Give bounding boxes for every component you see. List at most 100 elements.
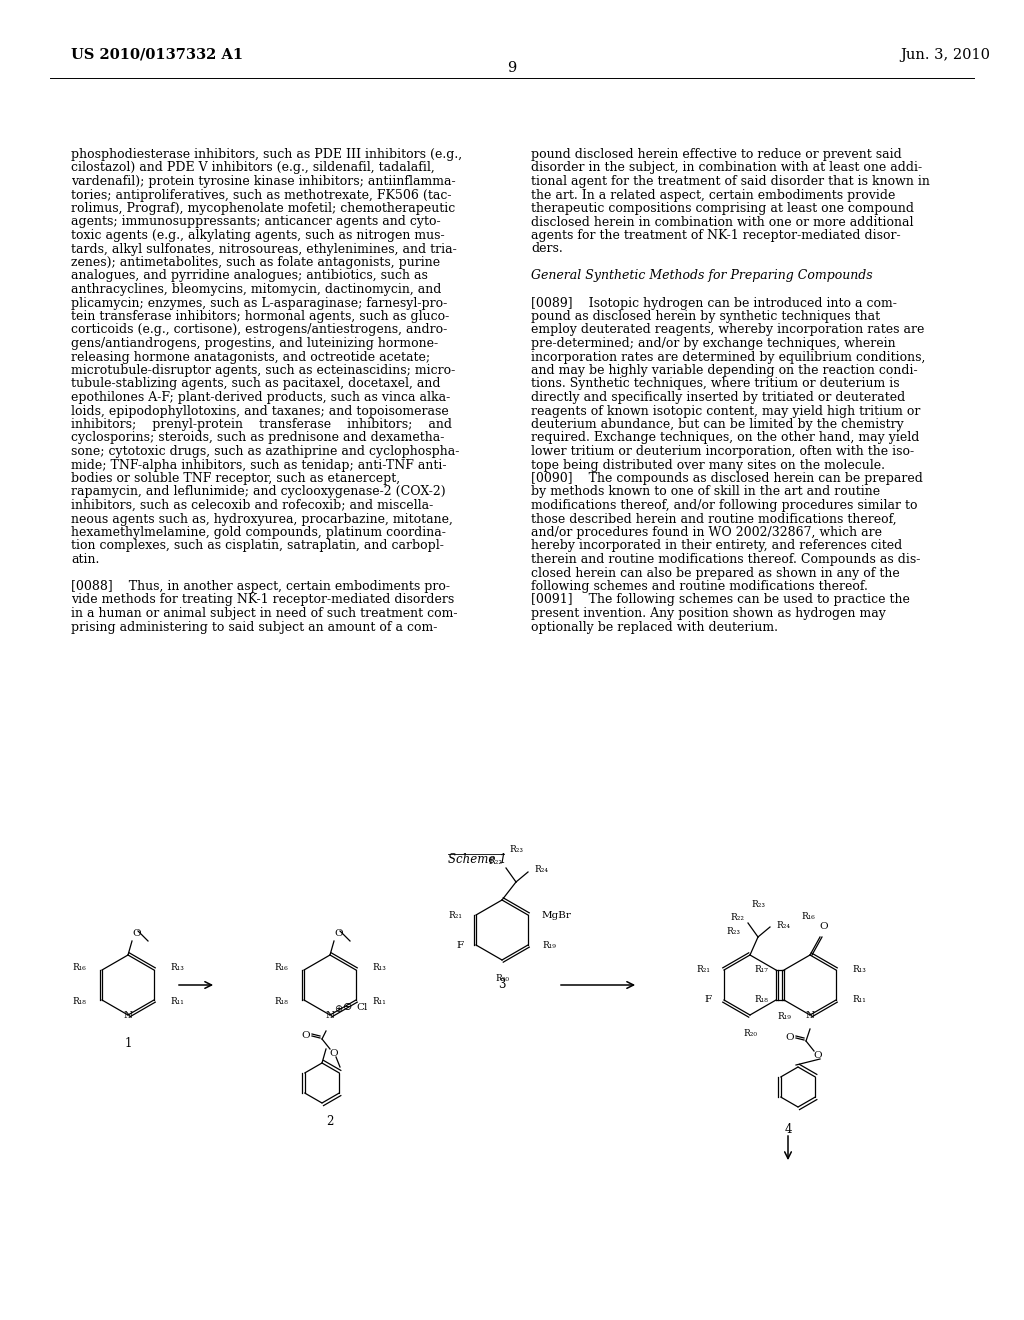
Text: O: O — [132, 928, 140, 937]
Text: R₁₃: R₁₃ — [170, 964, 184, 973]
Text: therein and routine modifications thereof. Compounds as dis-: therein and routine modifications thereo… — [531, 553, 921, 566]
Text: R₁₆: R₁₆ — [801, 912, 815, 921]
Text: 1: 1 — [124, 1038, 132, 1049]
Text: tional agent for the treatment of said disorder that is known in: tional agent for the treatment of said d… — [531, 176, 930, 187]
Text: O: O — [819, 921, 828, 931]
Text: R₁₁: R₁₁ — [852, 995, 865, 1005]
Text: hereby incorporated in their entirety, and references cited: hereby incorporated in their entirety, a… — [531, 540, 902, 553]
Text: tards, alkyl sulfonates, nitrosoureas, ethylenimines, and tria-: tards, alkyl sulfonates, nitrosoureas, e… — [71, 243, 457, 256]
Text: R₁₉: R₁₉ — [777, 1012, 791, 1020]
Text: phosphodiesterase inhibitors, such as PDE III inhibitors (e.g.,: phosphodiesterase inhibitors, such as PD… — [71, 148, 462, 161]
Text: [0089]    Isotopic hydrogen can be introduced into a com-: [0089] Isotopic hydrogen can be introduc… — [531, 297, 897, 309]
Text: Cl: Cl — [356, 1002, 368, 1011]
Text: agents; immunosuppressants; anticancer agents and cyto-: agents; immunosuppressants; anticancer a… — [71, 215, 440, 228]
Text: tope being distributed over many sites on the molecule.: tope being distributed over many sites o… — [531, 458, 885, 471]
Text: R₂₁: R₂₁ — [696, 965, 710, 974]
Text: bodies or soluble TNF receptor, such as etanercept,: bodies or soluble TNF receptor, such as … — [71, 473, 400, 484]
Text: R₁₆: R₁₆ — [73, 964, 86, 973]
Text: tions. Synthetic techniques, where tritium or deuterium is: tions. Synthetic techniques, where triti… — [531, 378, 900, 391]
Text: vardenafil); protein tyrosine kinase inhibitors; antiinflamma-: vardenafil); protein tyrosine kinase inh… — [71, 176, 456, 187]
Text: 4: 4 — [784, 1123, 792, 1137]
Text: neous agents such as, hydroxyurea, procarbazine, mitotane,: neous agents such as, hydroxyurea, proca… — [71, 512, 453, 525]
Text: R₁₈: R₁₈ — [274, 998, 288, 1006]
Text: R₂₃: R₂₃ — [509, 845, 523, 854]
Text: tubule-stablizing agents, such as pacitaxel, docetaxel, and: tubule-stablizing agents, such as pacita… — [71, 378, 440, 391]
Text: present invention. Any position shown as hydrogen may: present invention. Any position shown as… — [531, 607, 886, 620]
Text: US 2010/0137332 A1: US 2010/0137332 A1 — [71, 48, 243, 62]
Text: R₁₈: R₁₈ — [72, 998, 86, 1006]
Text: atin.: atin. — [71, 553, 99, 566]
Text: R₁₁: R₁₁ — [170, 998, 183, 1006]
Text: following schemes and routine modifications thereof.: following schemes and routine modificati… — [531, 579, 868, 593]
Text: O: O — [785, 1032, 795, 1041]
Text: zenes); antimetabolites, such as folate antagonists, purine: zenes); antimetabolites, such as folate … — [71, 256, 440, 269]
Text: disclosed herein in combination with one or more additional: disclosed herein in combination with one… — [531, 215, 913, 228]
Text: plicamycin; enzymes, such as L-asparaginase; farnesyl-pro-: plicamycin; enzymes, such as L-asparagin… — [71, 297, 447, 309]
Text: R₂₂: R₂₂ — [488, 858, 502, 866]
Text: pre-determined; and/or by exchange techniques, wherein: pre-determined; and/or by exchange techn… — [531, 337, 896, 350]
Text: O: O — [302, 1031, 310, 1040]
Text: disorder in the subject, in combination with at least one addi-: disorder in the subject, in combination … — [531, 161, 923, 174]
Text: directly and specifically inserted by tritiated or deuterated: directly and specifically inserted by tr… — [531, 391, 905, 404]
Text: R₂₄: R₂₄ — [776, 920, 790, 929]
Text: N: N — [806, 1011, 814, 1019]
Text: toxic agents (e.g., alkylating agents, such as nitrogen mus-: toxic agents (e.g., alkylating agents, s… — [71, 228, 444, 242]
Text: tories; antiproliferatives, such as methotrexate, FK506 (tac-: tories; antiproliferatives, such as meth… — [71, 189, 452, 202]
Text: [0090]    The compounds as disclosed herein can be prepared: [0090] The compounds as disclosed herein… — [531, 473, 923, 484]
Text: lower tritium or deuterium incorporation, often with the iso-: lower tritium or deuterium incorporation… — [531, 445, 914, 458]
Text: analogues, and pyrridine analogues; antibiotics, such as: analogues, and pyrridine analogues; anti… — [71, 269, 428, 282]
Text: Scheme 1: Scheme 1 — [449, 853, 507, 866]
Text: sone; cytotoxic drugs, such as azathiprine and cyclophospha-: sone; cytotoxic drugs, such as azathipri… — [71, 445, 460, 458]
Text: ⊖: ⊖ — [343, 1002, 352, 1012]
Text: 2: 2 — [327, 1115, 334, 1129]
Text: pound as disclosed herein by synthetic techniques that: pound as disclosed herein by synthetic t… — [531, 310, 880, 323]
Text: R₁₃: R₁₃ — [372, 964, 386, 973]
Text: ⊕: ⊕ — [334, 1005, 342, 1014]
Text: F: F — [457, 940, 464, 949]
Text: tein transferase inhibitors; hormonal agents, such as gluco-: tein transferase inhibitors; hormonal ag… — [71, 310, 450, 323]
Text: vide methods for treating NK-1 receptor-mediated disorders: vide methods for treating NK-1 receptor-… — [71, 594, 455, 606]
Text: reagents of known isotopic content, may yield high tritium or: reagents of known isotopic content, may … — [531, 404, 921, 417]
Text: pound disclosed herein effective to reduce or prevent said: pound disclosed herein effective to redu… — [531, 148, 902, 161]
Text: those described herein and routine modifications thereof,: those described herein and routine modif… — [531, 512, 897, 525]
Text: deuterium abundance, but can be limited by the chemistry: deuterium abundance, but can be limited … — [531, 418, 904, 432]
Text: N: N — [124, 1011, 132, 1019]
Text: Jun. 3, 2010: Jun. 3, 2010 — [900, 48, 990, 62]
Text: R₁₃: R₁₃ — [852, 965, 866, 974]
Text: F: F — [705, 995, 712, 1005]
Text: R₂₀: R₂₀ — [743, 1030, 757, 1038]
Text: modifications thereof, and/or following procedures similar to: modifications thereof, and/or following … — [531, 499, 918, 512]
Text: R₂₁: R₂₁ — [449, 911, 462, 920]
Text: cilostazol) and PDE V inhibitors (e.g., sildenafil, tadalafil,: cilostazol) and PDE V inhibitors (e.g., … — [71, 161, 435, 174]
Text: R₁₈: R₁₈ — [754, 995, 768, 1005]
Text: gens/antiandrogens, progestins, and luteinizing hormone-: gens/antiandrogens, progestins, and lute… — [71, 337, 438, 350]
Text: agents for the treatment of NK-1 receptor-mediated disor-: agents for the treatment of NK-1 recepto… — [531, 228, 901, 242]
Text: R₁₆: R₁₆ — [274, 964, 288, 973]
Text: R₁₁: R₁₁ — [372, 998, 386, 1006]
Text: epothilones A-F; plant-derived products, such as vinca alka-: epothilones A-F; plant-derived products,… — [71, 391, 451, 404]
Text: microtubule-disruptor agents, such as ecteinascidins; micro-: microtubule-disruptor agents, such as ec… — [71, 364, 456, 378]
Text: O: O — [814, 1052, 822, 1060]
Text: R₂₃: R₂₃ — [726, 927, 740, 936]
Text: R₂₃: R₂₃ — [751, 900, 765, 909]
Text: R₁₇: R₁₇ — [754, 965, 768, 974]
Text: ders.: ders. — [531, 243, 563, 256]
Text: O: O — [334, 928, 343, 937]
Text: inhibitors, such as celecoxib and rofecoxib; and miscella-: inhibitors, such as celecoxib and rofeco… — [71, 499, 433, 512]
Text: hexamethylmelamine, gold compounds, platinum coordina-: hexamethylmelamine, gold compounds, plat… — [71, 525, 445, 539]
Text: [0088]    Thus, in another aspect, certain embodiments pro-: [0088] Thus, in another aspect, certain … — [71, 579, 450, 593]
Text: corticoids (e.g., cortisone), estrogens/antiestrogens, andro-: corticoids (e.g., cortisone), estrogens/… — [71, 323, 447, 337]
Text: optionally be replaced with deuterium.: optionally be replaced with deuterium. — [531, 620, 778, 634]
Text: MgBr: MgBr — [542, 911, 571, 920]
Text: R₂₂: R₂₂ — [730, 912, 744, 921]
Text: R₂₀: R₂₀ — [495, 974, 509, 983]
Text: 9: 9 — [507, 61, 517, 75]
Text: cyclosporins; steroids, such as prednisone and dexametha-: cyclosporins; steroids, such as predniso… — [71, 432, 444, 445]
Text: and/or procedures found in WO 2002/32867, which are: and/or procedures found in WO 2002/32867… — [531, 525, 882, 539]
Text: therapeutic compositions comprising at least one compound: therapeutic compositions comprising at l… — [531, 202, 914, 215]
Text: rolimus, Prograf), mycophenolate mofetil; chemotherapeutic: rolimus, Prograf), mycophenolate mofetil… — [71, 202, 456, 215]
Text: R₁₉: R₁₉ — [542, 940, 556, 949]
Text: R₂₄: R₂₄ — [534, 866, 548, 874]
Text: mide; TNF-alpha inhibitors, such as tenidap; anti-TNF anti-: mide; TNF-alpha inhibitors, such as teni… — [71, 458, 446, 471]
Text: N: N — [326, 1011, 335, 1019]
